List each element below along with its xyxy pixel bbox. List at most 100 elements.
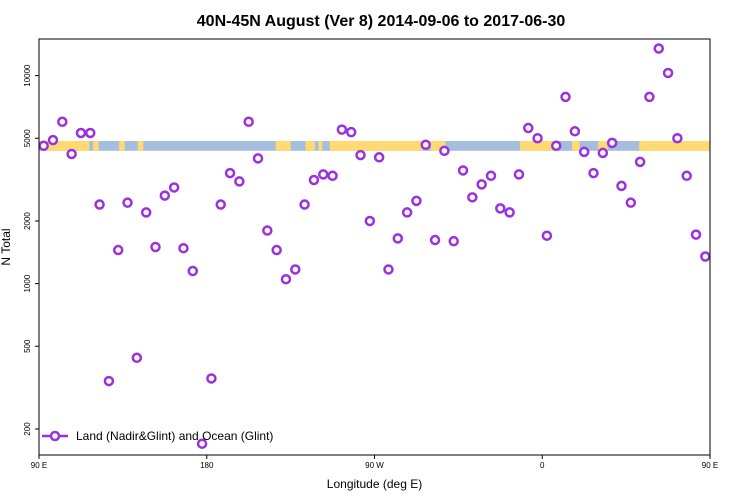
data-point xyxy=(94,199,105,210)
legend: Land (Nadir&Glint) and Ocean (Glint) xyxy=(42,429,273,443)
data-points xyxy=(38,43,711,449)
data-point xyxy=(616,180,627,192)
data-point xyxy=(569,126,581,137)
data-point xyxy=(383,264,394,275)
data-point xyxy=(672,132,683,144)
y-tick-label: 1000 xyxy=(23,274,32,292)
data-point xyxy=(504,207,515,218)
data-point xyxy=(653,43,664,54)
data-point xyxy=(168,182,180,193)
data-point xyxy=(476,179,487,190)
data-point xyxy=(327,170,338,182)
x-tick-label: 90 W xyxy=(365,461,384,470)
land-segment xyxy=(275,140,291,151)
y-tick-label: 2000 xyxy=(23,212,32,230)
data-point xyxy=(85,127,96,139)
data-point xyxy=(187,265,199,277)
data-point xyxy=(523,122,534,134)
data-point xyxy=(401,207,413,218)
data-point xyxy=(439,145,450,157)
data-point xyxy=(103,375,115,387)
land-segment xyxy=(119,140,125,151)
land-segment xyxy=(329,140,423,151)
land-segment xyxy=(598,140,608,151)
data-point xyxy=(541,230,553,241)
data-point xyxy=(457,165,469,176)
data-point xyxy=(308,174,320,186)
land-segment xyxy=(318,140,323,151)
data-point xyxy=(112,244,124,256)
data-point xyxy=(513,169,525,180)
y-tick-label: 10000 xyxy=(23,64,32,87)
surface-band xyxy=(39,140,710,151)
data-point xyxy=(373,152,385,163)
land-segment xyxy=(137,140,144,151)
data-point xyxy=(299,199,310,210)
land-segment xyxy=(572,140,580,151)
data-point xyxy=(243,116,254,128)
land-segment xyxy=(430,140,446,151)
data-point xyxy=(206,373,217,384)
data-point xyxy=(597,147,609,159)
data-point xyxy=(57,116,68,128)
data-point xyxy=(429,234,441,246)
x-axis: 90 E 180 90 W 0 90 E xyxy=(31,455,718,470)
data-point xyxy=(178,242,189,254)
x-axis-label: Longitude (deg E) xyxy=(327,477,422,491)
data-point xyxy=(47,134,59,146)
legend-label: Land (Nadir&Glint) and Ocean (Glint) xyxy=(76,429,273,443)
data-point xyxy=(700,251,711,262)
data-point xyxy=(131,352,143,364)
data-point xyxy=(38,140,49,152)
data-point xyxy=(262,225,273,236)
y-tick-label: 5000 xyxy=(23,129,32,147)
data-point xyxy=(448,235,459,247)
plot-area-frame xyxy=(38,38,711,456)
legend-marker xyxy=(49,430,61,442)
data-point xyxy=(75,127,87,139)
data-point xyxy=(355,149,366,161)
data-point xyxy=(532,132,543,144)
data-point xyxy=(392,233,404,244)
data-point xyxy=(159,190,171,201)
data-point xyxy=(411,195,422,207)
data-point xyxy=(485,170,497,182)
data-point xyxy=(662,67,674,79)
land-segment xyxy=(93,140,99,151)
data-point xyxy=(625,197,637,208)
data-point xyxy=(234,176,245,187)
data-point xyxy=(215,199,226,210)
data-point xyxy=(336,124,348,135)
chart-title: 40N-45N August (Ver 8) 2014-09-06 to 201… xyxy=(197,13,566,30)
data-point xyxy=(550,140,562,152)
data-point xyxy=(150,241,161,253)
data-point xyxy=(317,169,329,180)
data-point xyxy=(644,91,655,103)
data-point xyxy=(560,91,571,103)
data-point xyxy=(140,207,152,218)
data-point xyxy=(122,197,133,208)
data-point xyxy=(66,148,77,160)
data-point xyxy=(681,170,692,182)
x-tick-label: 90 E xyxy=(702,461,718,470)
data-point xyxy=(252,153,264,164)
x-tick-label: 90 E xyxy=(31,461,47,470)
data-point xyxy=(588,167,599,179)
data-point xyxy=(271,244,282,256)
data-point xyxy=(364,215,376,227)
y-tick-label: 500 xyxy=(23,339,32,353)
land-segment xyxy=(519,140,554,151)
data-point xyxy=(290,264,301,275)
land-segment xyxy=(39,140,90,151)
data-point xyxy=(224,167,236,179)
data-point xyxy=(606,137,618,149)
y-axis-label: N Total xyxy=(0,228,13,265)
y-axis: 200 500 1000 2000 5000 10000 xyxy=(23,64,39,436)
y-tick-label: 200 xyxy=(23,422,32,436)
data-point xyxy=(467,192,478,203)
data-point xyxy=(690,229,702,240)
data-point xyxy=(634,156,646,168)
data-point xyxy=(345,126,357,138)
land-segment xyxy=(639,140,710,151)
